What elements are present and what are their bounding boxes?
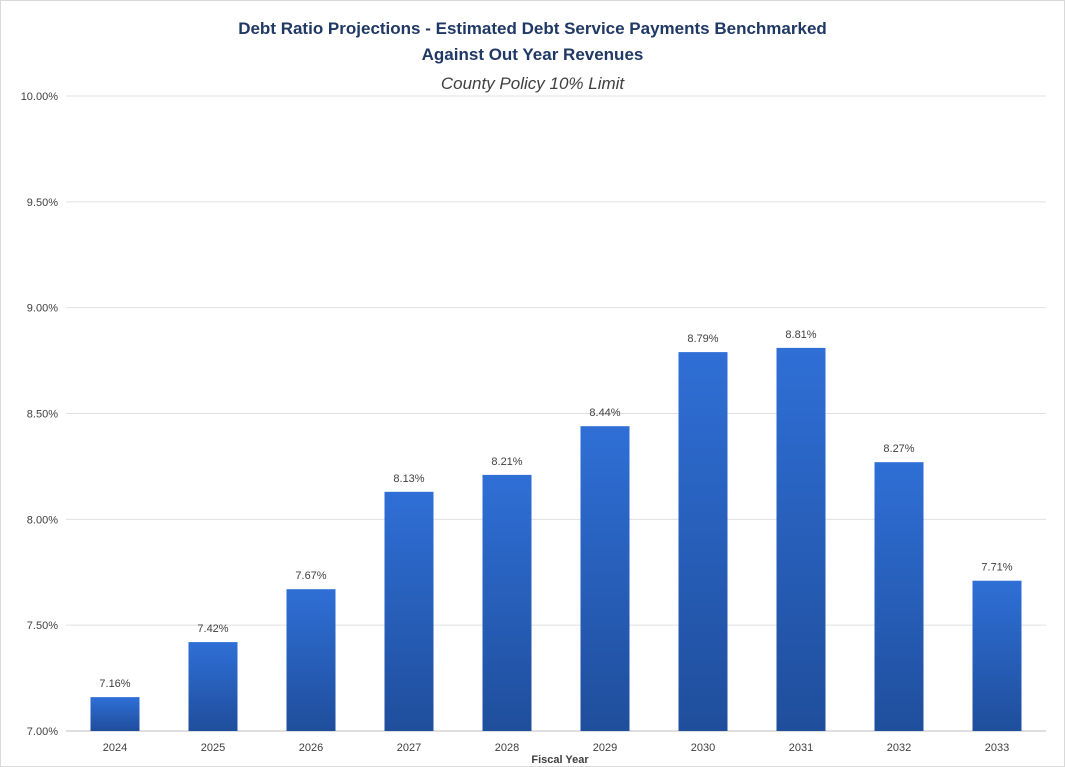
y-tick-label: 9.50%	[27, 197, 58, 209]
data-label-2024: 7.16%	[99, 678, 130, 690]
y-tick-label: 7.50%	[27, 620, 58, 632]
data-label-2027: 8.13%	[393, 473, 424, 485]
bar-2032	[874, 462, 924, 731]
data-label-2029: 8.44%	[589, 407, 620, 419]
x-tick-label: 2027	[397, 742, 421, 754]
data-label-2025: 7.42%	[197, 623, 228, 635]
x-tick-label: 2026	[299, 742, 323, 754]
data-label-2026: 7.67%	[295, 570, 326, 582]
y-tick-label: 8.00%	[27, 514, 58, 526]
data-label-2032: 8.27%	[883, 443, 914, 455]
data-label-2030: 8.79%	[687, 333, 718, 345]
y-tick-label: 9.00%	[27, 303, 58, 315]
x-tick-label: 2030	[691, 742, 715, 754]
bar-2025	[188, 642, 238, 731]
data-label-2028: 8.21%	[491, 456, 522, 468]
bar-2026	[286, 589, 336, 731]
x-tick-label: 2032	[887, 742, 911, 754]
x-tick-label: 2033	[985, 742, 1009, 754]
chart-title-line-1: Debt Ratio Projections - Estimated Debt …	[238, 19, 827, 38]
bars	[90, 347, 1022, 731]
y-tick-label: 10.00%	[21, 91, 59, 103]
chart-subtitle: County Policy 10% Limit	[440, 74, 625, 93]
chart-title-line-2: Against Out Year Revenues	[421, 45, 644, 64]
bar-2029	[580, 426, 630, 731]
x-tick-label: 2031	[789, 742, 813, 754]
data-labels: 7.16% 7.42% 7.67% 8.13% 8.21% 8.44% 8.79% 8.81%…	[99, 329, 1012, 690]
data-label-2031: 8.81%	[785, 329, 816, 341]
bar-2024	[90, 697, 140, 731]
x-tick-label: 2028	[495, 742, 519, 754]
x-axis-title: Fiscal Year	[531, 754, 589, 766]
y-axis: 7.00% 7.50% 8.00% 8.50% 9.00% 9.50% 10.00%	[21, 91, 59, 738]
bar-2033	[972, 580, 1022, 731]
bar-2030	[678, 352, 728, 731]
bar-2028	[482, 474, 532, 731]
y-tick-label: 8.50%	[27, 409, 58, 421]
data-label-2033: 7.71%	[981, 562, 1012, 574]
x-axis: 2024 2025 2026 2027 2028 2029 2030 2031 2032 2033	[103, 742, 1009, 754]
y-tick-label: 7.00%	[27, 726, 58, 738]
x-tick-label: 2025	[201, 742, 225, 754]
x-tick-label: 2029	[593, 742, 617, 754]
bar-2027	[384, 491, 434, 731]
bar-2031	[776, 347, 826, 731]
x-tick-label: 2024	[103, 742, 127, 754]
